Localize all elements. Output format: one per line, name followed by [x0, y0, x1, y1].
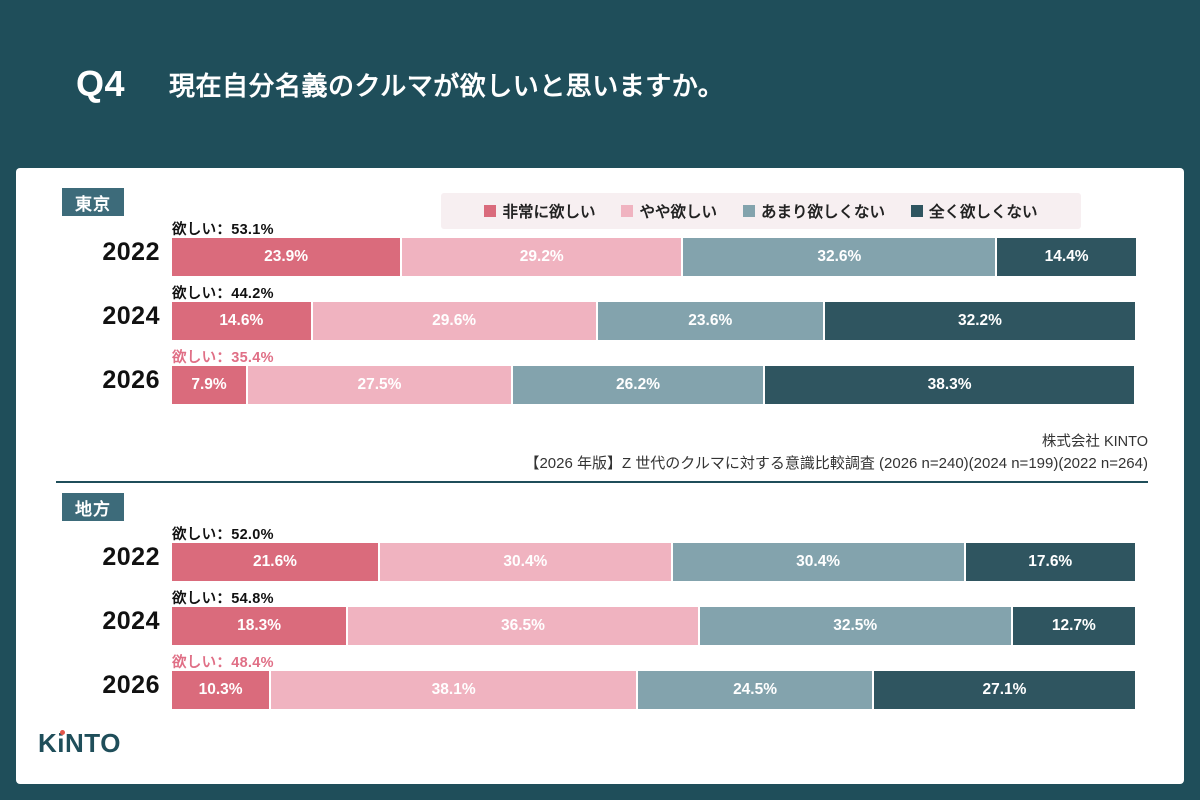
bar-segment: 12.7% [1012, 607, 1135, 645]
bar-segment: 32.6% [683, 238, 998, 276]
bar-segment: 29.2% [402, 238, 684, 276]
row-year-label: 2022 [102, 238, 160, 266]
bar-segment: 30.4% [672, 543, 966, 581]
chart-legend: 非常に欲しい やや欲しい あまり欲しくない 全く欲しくない [441, 193, 1081, 229]
bar-segment: 18.3% [172, 607, 349, 645]
legend-item-3: 全く欲しくない [911, 200, 1038, 222]
bar-row: 欲しい：53.1% 2022 23.9% 29.2% 32.6% 14.4% [16, 216, 1184, 280]
question-number: Q4 [76, 63, 126, 104]
source-note: 【2026 年版】Z 世代のクルマに対する意識比較調査 (2026 n=240)… [524, 455, 1148, 473]
bar-row: 欲しい：44.2% 2024 14.6% 29.6% 23.6% 32.2% [16, 280, 1184, 344]
section-local: 地方 欲しい：52.0% 2022 21.6% 30.4% 30.4% 17.6% 欲しい：5… [16, 485, 1184, 775]
region-badge-1: 地方 [62, 493, 124, 521]
legend-label: 非常に欲しい [502, 204, 596, 221]
bar-segment: 14.4% [997, 238, 1136, 276]
bar-segment: 27.5% [248, 366, 513, 404]
stacked-bar: 21.6% 30.4% 30.4% 17.6% [172, 543, 1135, 581]
legend-item-0: 非常に欲しい [484, 200, 595, 222]
want-annotation: 欲しい：53.1% [172, 222, 274, 238]
bar-segment: 30.4% [380, 543, 673, 581]
region-badge-0: 東京 [62, 188, 124, 216]
bar-segment: 7.9% [172, 366, 249, 404]
bar-segment: 38.3% [765, 366, 1134, 404]
legend-swatch-icon [621, 205, 634, 217]
bar-segment: 26.2% [512, 366, 766, 404]
want-annotation: 欲しい：35.4% [172, 350, 274, 366]
bar-segment: 32.5% [699, 607, 1013, 645]
bar-row: 欲しい：52.0% 2022 21.6% 30.4% 30.4% 17.6% [16, 521, 1184, 585]
stacked-bar: 23.9% 29.2% 32.6% 14.4% [172, 238, 1136, 276]
bar-rows: 欲しい：52.0% 2022 21.6% 30.4% 30.4% 17.6% 欲しい：54.… [16, 521, 1184, 713]
bar-row: 欲しい：48.4% 2026 10.3% 38.1% 24.5% 27.1% [16, 649, 1184, 713]
bar-rows: 欲しい：53.1% 2022 23.9% 29.2% 32.6% 14.4% 欲しい：44.… [16, 216, 1184, 408]
bar-row: 欲しい：54.8% 2024 18.3% 36.5% 32.5% 12.7% [16, 585, 1184, 649]
bar-segment: 23.6% [597, 302, 825, 340]
slide-header: Q4 現在自分名義のクルマが欲しいと思いますか。 [0, 0, 1200, 168]
bar-segment: 27.1% [874, 671, 1135, 709]
legend-label: 全く欲しくない [929, 204, 1038, 221]
row-year-label: 2024 [102, 302, 160, 330]
legend-item-2: あまり欲しくない [743, 200, 885, 222]
source-footer: 株式会社 KINTO 【2026 年版】Z 世代のクルマに対する意識比較調査 (2… [524, 432, 1148, 475]
bar-row: 欲しい：35.4% 2026 7.9% 27.5% 26.2% 38.3% [16, 344, 1184, 408]
bar-segment: 32.2% [824, 302, 1135, 340]
row-year-label: 2024 [102, 607, 160, 635]
want-annotation: 欲しい：44.2% [172, 286, 274, 302]
want-annotation: 欲しい：54.8% [172, 591, 274, 607]
bar-segment: 38.1% [271, 671, 639, 709]
kinto-logo-dot-icon [60, 730, 65, 735]
bar-segment: 21.6% [172, 543, 380, 581]
kinto-logo: KiNTO [38, 728, 121, 759]
legend-swatch-icon [911, 205, 924, 217]
row-year-label: 2022 [102, 543, 160, 571]
want-annotation: 欲しい：52.0% [172, 527, 274, 543]
stacked-bar: 18.3% 36.5% 32.5% 12.7% [172, 607, 1135, 645]
row-year-label: 2026 [102, 671, 160, 699]
page-title: 現在自分名義のクルマが欲しいと思いますか。 [169, 70, 725, 101]
bar-segment: 24.5% [638, 671, 874, 709]
source-company: 株式会社 KINTO [1041, 434, 1148, 450]
legend-swatch-icon [484, 205, 497, 217]
stacked-bar: 10.3% 38.1% 24.5% 27.1% [172, 671, 1135, 709]
bar-segment: 14.6% [172, 302, 313, 340]
bar-segment: 36.5% [348, 607, 700, 645]
legend-label: やや欲しい [639, 204, 717, 221]
chart-card: 非常に欲しい やや欲しい あまり欲しくない 全く欲しくない 東京欲しい：53.1% 20… [16, 168, 1184, 784]
bar-segment: 29.6% [312, 302, 598, 340]
legend-label: あまり欲しくない [761, 204, 886, 221]
bar-segment: 10.3% [172, 671, 272, 709]
section-divider [56, 481, 1148, 483]
stacked-bar: 14.6% 29.6% 23.6% 32.2% [172, 302, 1135, 340]
stacked-bar: 7.9% 27.5% 26.2% 38.3% [172, 366, 1135, 404]
bar-segment: 17.6% [965, 543, 1135, 581]
bar-segment: 23.9% [172, 238, 403, 276]
want-annotation: 欲しい：48.4% [172, 655, 274, 671]
kinto-logo-text: KiNTO [38, 728, 121, 758]
section-tokyo: 東京欲しい：53.1% 2022 23.9% 29.2% 32.6% 14.4% 欲しい：4… [16, 180, 1184, 480]
row-year-label: 2026 [102, 366, 160, 394]
legend-item-1: やや欲しい [621, 200, 717, 222]
legend-swatch-icon [743, 205, 755, 217]
